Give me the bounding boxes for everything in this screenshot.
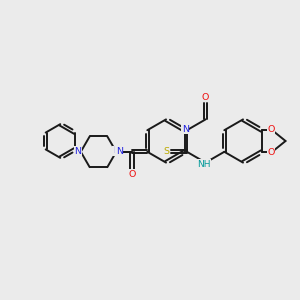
Text: N: N	[113, 146, 120, 155]
Text: N: N	[182, 124, 189, 134]
Text: O: O	[202, 93, 209, 102]
Text: N: N	[116, 147, 123, 156]
Text: N: N	[74, 147, 81, 156]
Text: S: S	[163, 147, 169, 156]
Text: NH: NH	[197, 160, 211, 169]
Text: O: O	[128, 169, 135, 178]
Text: O: O	[268, 148, 275, 157]
Text: O: O	[268, 125, 275, 134]
